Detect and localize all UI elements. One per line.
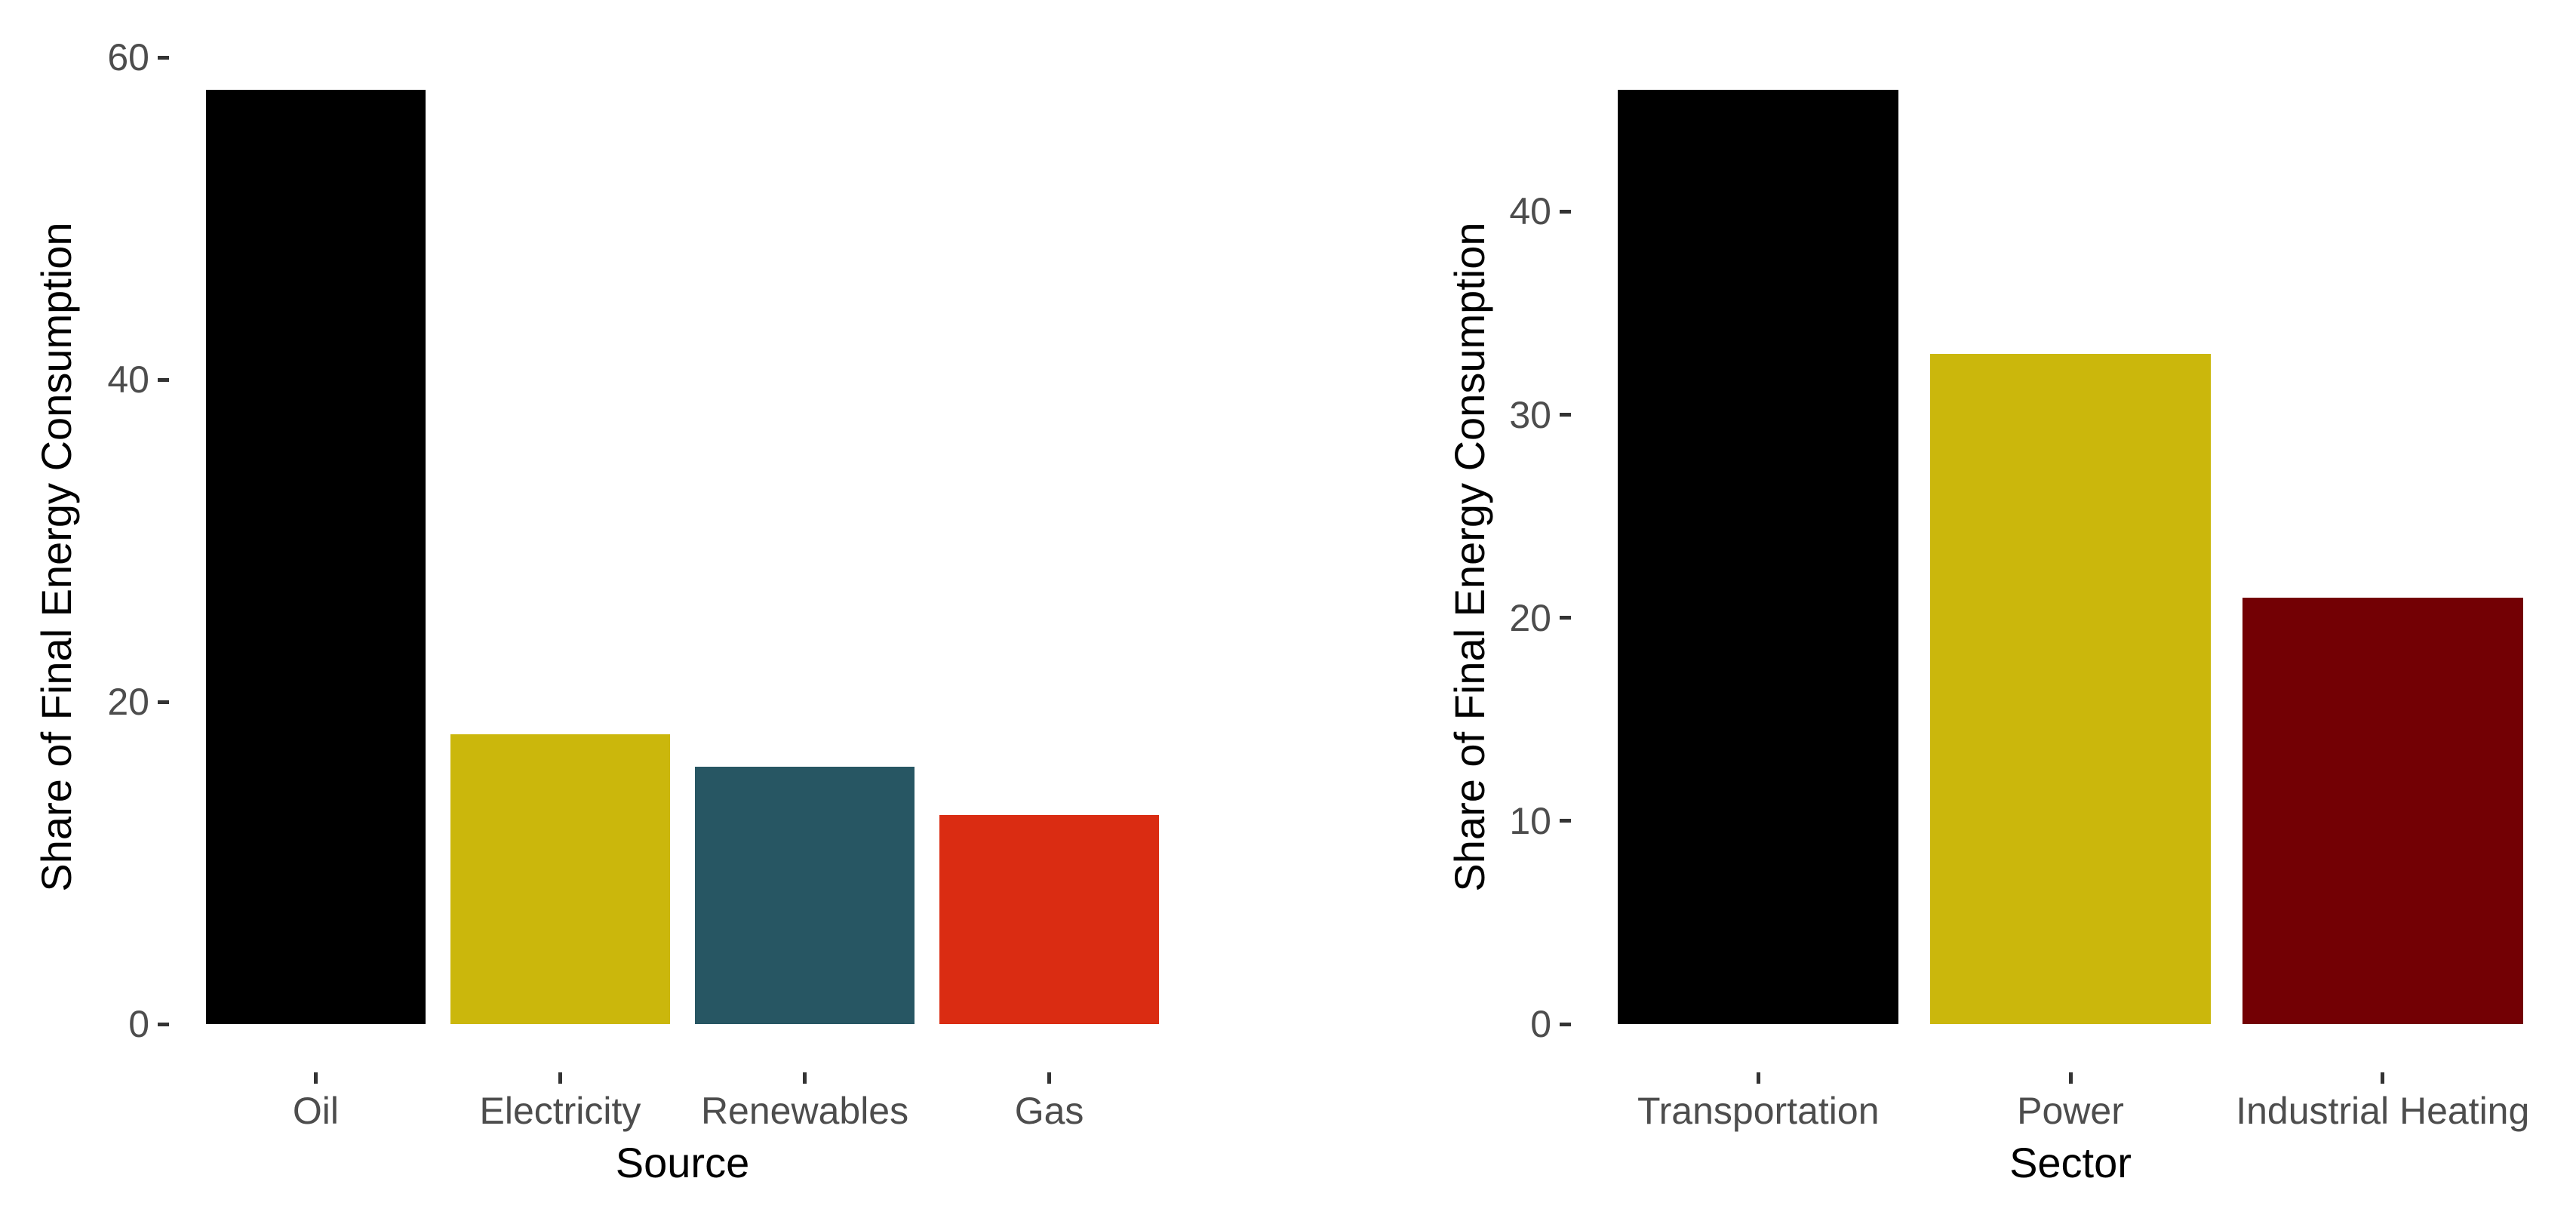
- y-tick-label-0: 0: [128, 1003, 149, 1046]
- x-axis-title: Source: [615, 1139, 750, 1186]
- x-axis-title: Sector: [2009, 1139, 2132, 1186]
- x-tick-mark-renewables: [803, 1072, 807, 1084]
- x-tick-mark-oil: [313, 1072, 318, 1084]
- y-tick-label-20: 20: [1509, 596, 1551, 639]
- plot-panel: 0 10 20 30 40 Transportation Power Industrial H…: [1509, 43, 2570, 1131]
- bar-power: [1929, 353, 2212, 1025]
- bar-transportation: [1618, 89, 1899, 1025]
- y-tick-mark-20: [158, 700, 169, 704]
- x-tick-label-gas: Gas: [1014, 1090, 1084, 1132]
- y-tick-mark-0: [158, 1022, 169, 1026]
- x-tick-mark-transportation: [1756, 1072, 1760, 1084]
- bar-electricity: [450, 734, 671, 1025]
- y-tick-mark-30: [1560, 413, 1571, 417]
- x-tick-label-transportation: Transportation: [1637, 1090, 1880, 1132]
- x-tick-label-industrial-heating: Industrial Heating: [2236, 1090, 2530, 1132]
- y-tick-mark-20: [1560, 616, 1571, 620]
- x-tick-mark-power: [2068, 1072, 2073, 1084]
- y-tick-label-0: 0: [1530, 1003, 1551, 1046]
- bar-oil: [205, 89, 426, 1025]
- x-tick-label-electricity: Electricity: [479, 1090, 641, 1132]
- y-tick-label-40: 40: [107, 358, 149, 401]
- x-tick-label-oil: Oil: [292, 1090, 339, 1132]
- y-tick-mark-40: [1560, 209, 1571, 214]
- x-tick-label-renewables: Renewables: [700, 1090, 909, 1132]
- x-tick-mark-gas: [1047, 1072, 1052, 1084]
- y-tick-label-40: 40: [1509, 190, 1551, 233]
- y-tick-label-30: 30: [1509, 393, 1551, 436]
- y-tick-label-20: 20: [107, 681, 149, 724]
- y-tick-mark-40: [158, 377, 169, 382]
- chart-energy-by-source: Share of Final Energy Consumption 0 20 40 6…: [0, 0, 1207, 1215]
- bar-industrial-heating: [2242, 597, 2523, 1025]
- y-axis-title: Share of Final Energy Consumption: [32, 222, 80, 892]
- y-tick-label-60: 60: [107, 36, 149, 79]
- y-tick-mark-0: [1560, 1022, 1571, 1026]
- bar-renewables: [694, 766, 915, 1025]
- plot-panel: 0 20 40 60 Oil Electricity Renewables Gas: [107, 38, 1196, 1131]
- x-tick-mark-industrial-heating: [2381, 1072, 2385, 1084]
- y-tick-label-10: 10: [1509, 799, 1551, 842]
- y-tick-mark-60: [158, 55, 169, 60]
- bar-gas: [939, 814, 1160, 1025]
- x-tick-mark-electricity: [558, 1072, 562, 1084]
- y-tick-mark-10: [1560, 819, 1571, 823]
- x-tick-label-power: Power: [2017, 1090, 2124, 1132]
- chart-energy-by-sector: Share of Final Energy Consumption 0 10 20 3…: [1413, 0, 2576, 1215]
- y-axis-title: Share of Final Energy Consumption: [1446, 222, 1493, 892]
